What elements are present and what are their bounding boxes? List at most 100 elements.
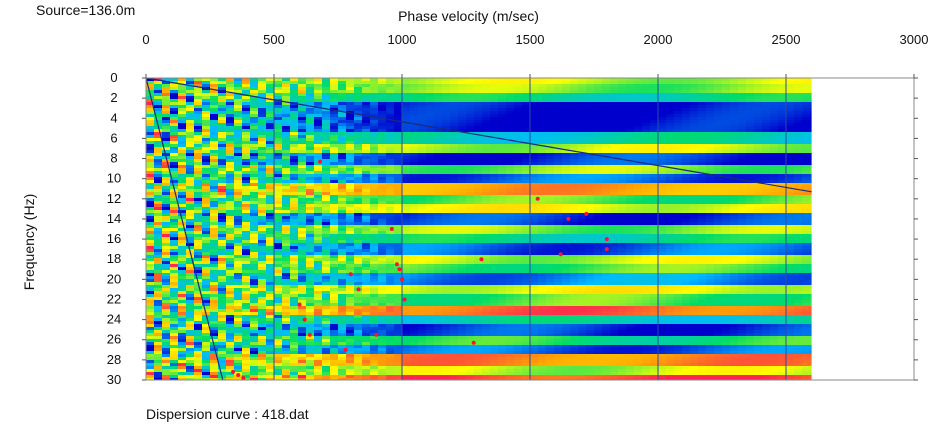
heatmap-cell — [602, 183, 611, 187]
heatmap-cell — [418, 81, 427, 85]
heatmap-cell — [802, 150, 811, 154]
heatmap-cell — [450, 123, 459, 127]
heatmap-cell — [722, 171, 731, 175]
heatmap-cell — [450, 252, 459, 256]
heatmap-cell — [426, 204, 435, 208]
heatmap-cell — [226, 93, 235, 97]
heatmap-cell — [738, 78, 747, 82]
heatmap-cell — [770, 135, 779, 139]
heatmap-cell — [562, 225, 571, 229]
heatmap-cell — [650, 198, 659, 202]
heatmap-cell — [794, 219, 803, 223]
heatmap-cell — [594, 117, 603, 121]
heatmap-cell — [762, 102, 771, 106]
heatmap-cell — [810, 231, 812, 235]
heatmap-cell — [322, 96, 331, 100]
heatmap-cell — [762, 108, 771, 112]
heatmap-cell — [642, 144, 651, 148]
heatmap-cell — [362, 120, 371, 124]
heatmap-cell — [762, 141, 771, 145]
heatmap-cell — [426, 198, 435, 202]
heatmap-cell — [210, 156, 219, 160]
heatmap-cell — [658, 102, 667, 106]
heatmap-cell — [154, 84, 163, 88]
heatmap-cell — [506, 213, 515, 217]
heatmap-cell — [242, 201, 251, 205]
heatmap-cell — [762, 87, 771, 91]
heatmap-cell — [610, 216, 619, 220]
heatmap-cell — [602, 252, 611, 256]
heatmap-cell — [146, 81, 155, 85]
heatmap-cell — [530, 225, 539, 229]
heatmap-cell — [322, 252, 331, 256]
heatmap-cell — [554, 105, 563, 109]
heatmap-cell — [186, 213, 195, 217]
heatmap-cell — [682, 93, 691, 97]
heatmap-cell — [498, 105, 507, 109]
heatmap-cell — [674, 204, 683, 208]
heatmap-cell — [626, 102, 635, 106]
heatmap-cell — [170, 135, 179, 139]
heatmap-cell — [658, 189, 667, 193]
heatmap-cell — [746, 219, 755, 223]
heatmap-cell — [642, 150, 651, 154]
heatmap-cell — [418, 117, 427, 121]
heatmap-cell — [490, 126, 499, 130]
heatmap-cell — [402, 93, 411, 97]
heatmap-cell — [746, 153, 755, 157]
heatmap-cell — [562, 183, 571, 187]
heatmap-cell — [194, 150, 203, 154]
heatmap-cell — [618, 126, 627, 130]
heatmap-cell — [306, 90, 315, 94]
heatmap-cell — [210, 87, 219, 91]
heatmap-cell — [530, 144, 539, 148]
heatmap-cell — [610, 111, 619, 115]
heatmap-cell — [746, 204, 755, 208]
heatmap-cell — [210, 120, 219, 124]
heatmap-cell — [266, 177, 275, 181]
heatmap-cell — [434, 102, 443, 106]
heatmap-cell — [282, 216, 291, 220]
heatmap-cell — [442, 177, 451, 181]
heatmap-cell — [786, 177, 795, 181]
heatmap-cell — [338, 123, 347, 127]
heatmap-cell — [250, 240, 259, 244]
heatmap-cell — [226, 201, 235, 205]
heatmap-cell — [562, 192, 571, 196]
heatmap-cell — [394, 225, 403, 229]
heatmap-cell — [506, 243, 515, 247]
heatmap-cell — [282, 105, 291, 109]
heatmap-cell — [754, 144, 763, 148]
heatmap-cell — [146, 135, 155, 139]
heatmap-cell — [234, 138, 243, 142]
heatmap-cell — [394, 213, 403, 217]
heatmap-cell — [458, 87, 467, 91]
heatmap-cell — [274, 90, 283, 94]
heatmap-cell — [282, 90, 291, 94]
heatmap-cell — [394, 156, 403, 160]
heatmap-cell — [490, 171, 499, 175]
heatmap-cell — [322, 204, 331, 208]
heatmap-cell — [402, 111, 411, 115]
heatmap-cell — [250, 132, 259, 136]
heatmap-cell — [602, 96, 611, 100]
heatmap-cell — [570, 102, 579, 106]
heatmap-cell — [586, 108, 595, 112]
heatmap-cell — [282, 81, 291, 85]
heatmap-cell — [618, 159, 627, 163]
heatmap-cell — [738, 216, 747, 220]
heatmap-cell — [170, 129, 179, 133]
heatmap-cell — [746, 123, 755, 127]
heatmap-cell — [714, 177, 723, 181]
heatmap-cell — [362, 165, 371, 169]
heatmap-cell — [730, 249, 739, 253]
heatmap-cell — [690, 171, 699, 175]
heatmap-cell — [738, 174, 747, 178]
heatmap-cell — [338, 219, 347, 223]
heatmap-cell — [258, 93, 267, 97]
heatmap-cell — [794, 237, 803, 241]
heatmap-cell — [466, 108, 475, 112]
heatmap-cell — [458, 147, 467, 151]
heatmap-cell — [578, 93, 587, 97]
heatmap-cell — [674, 246, 683, 250]
